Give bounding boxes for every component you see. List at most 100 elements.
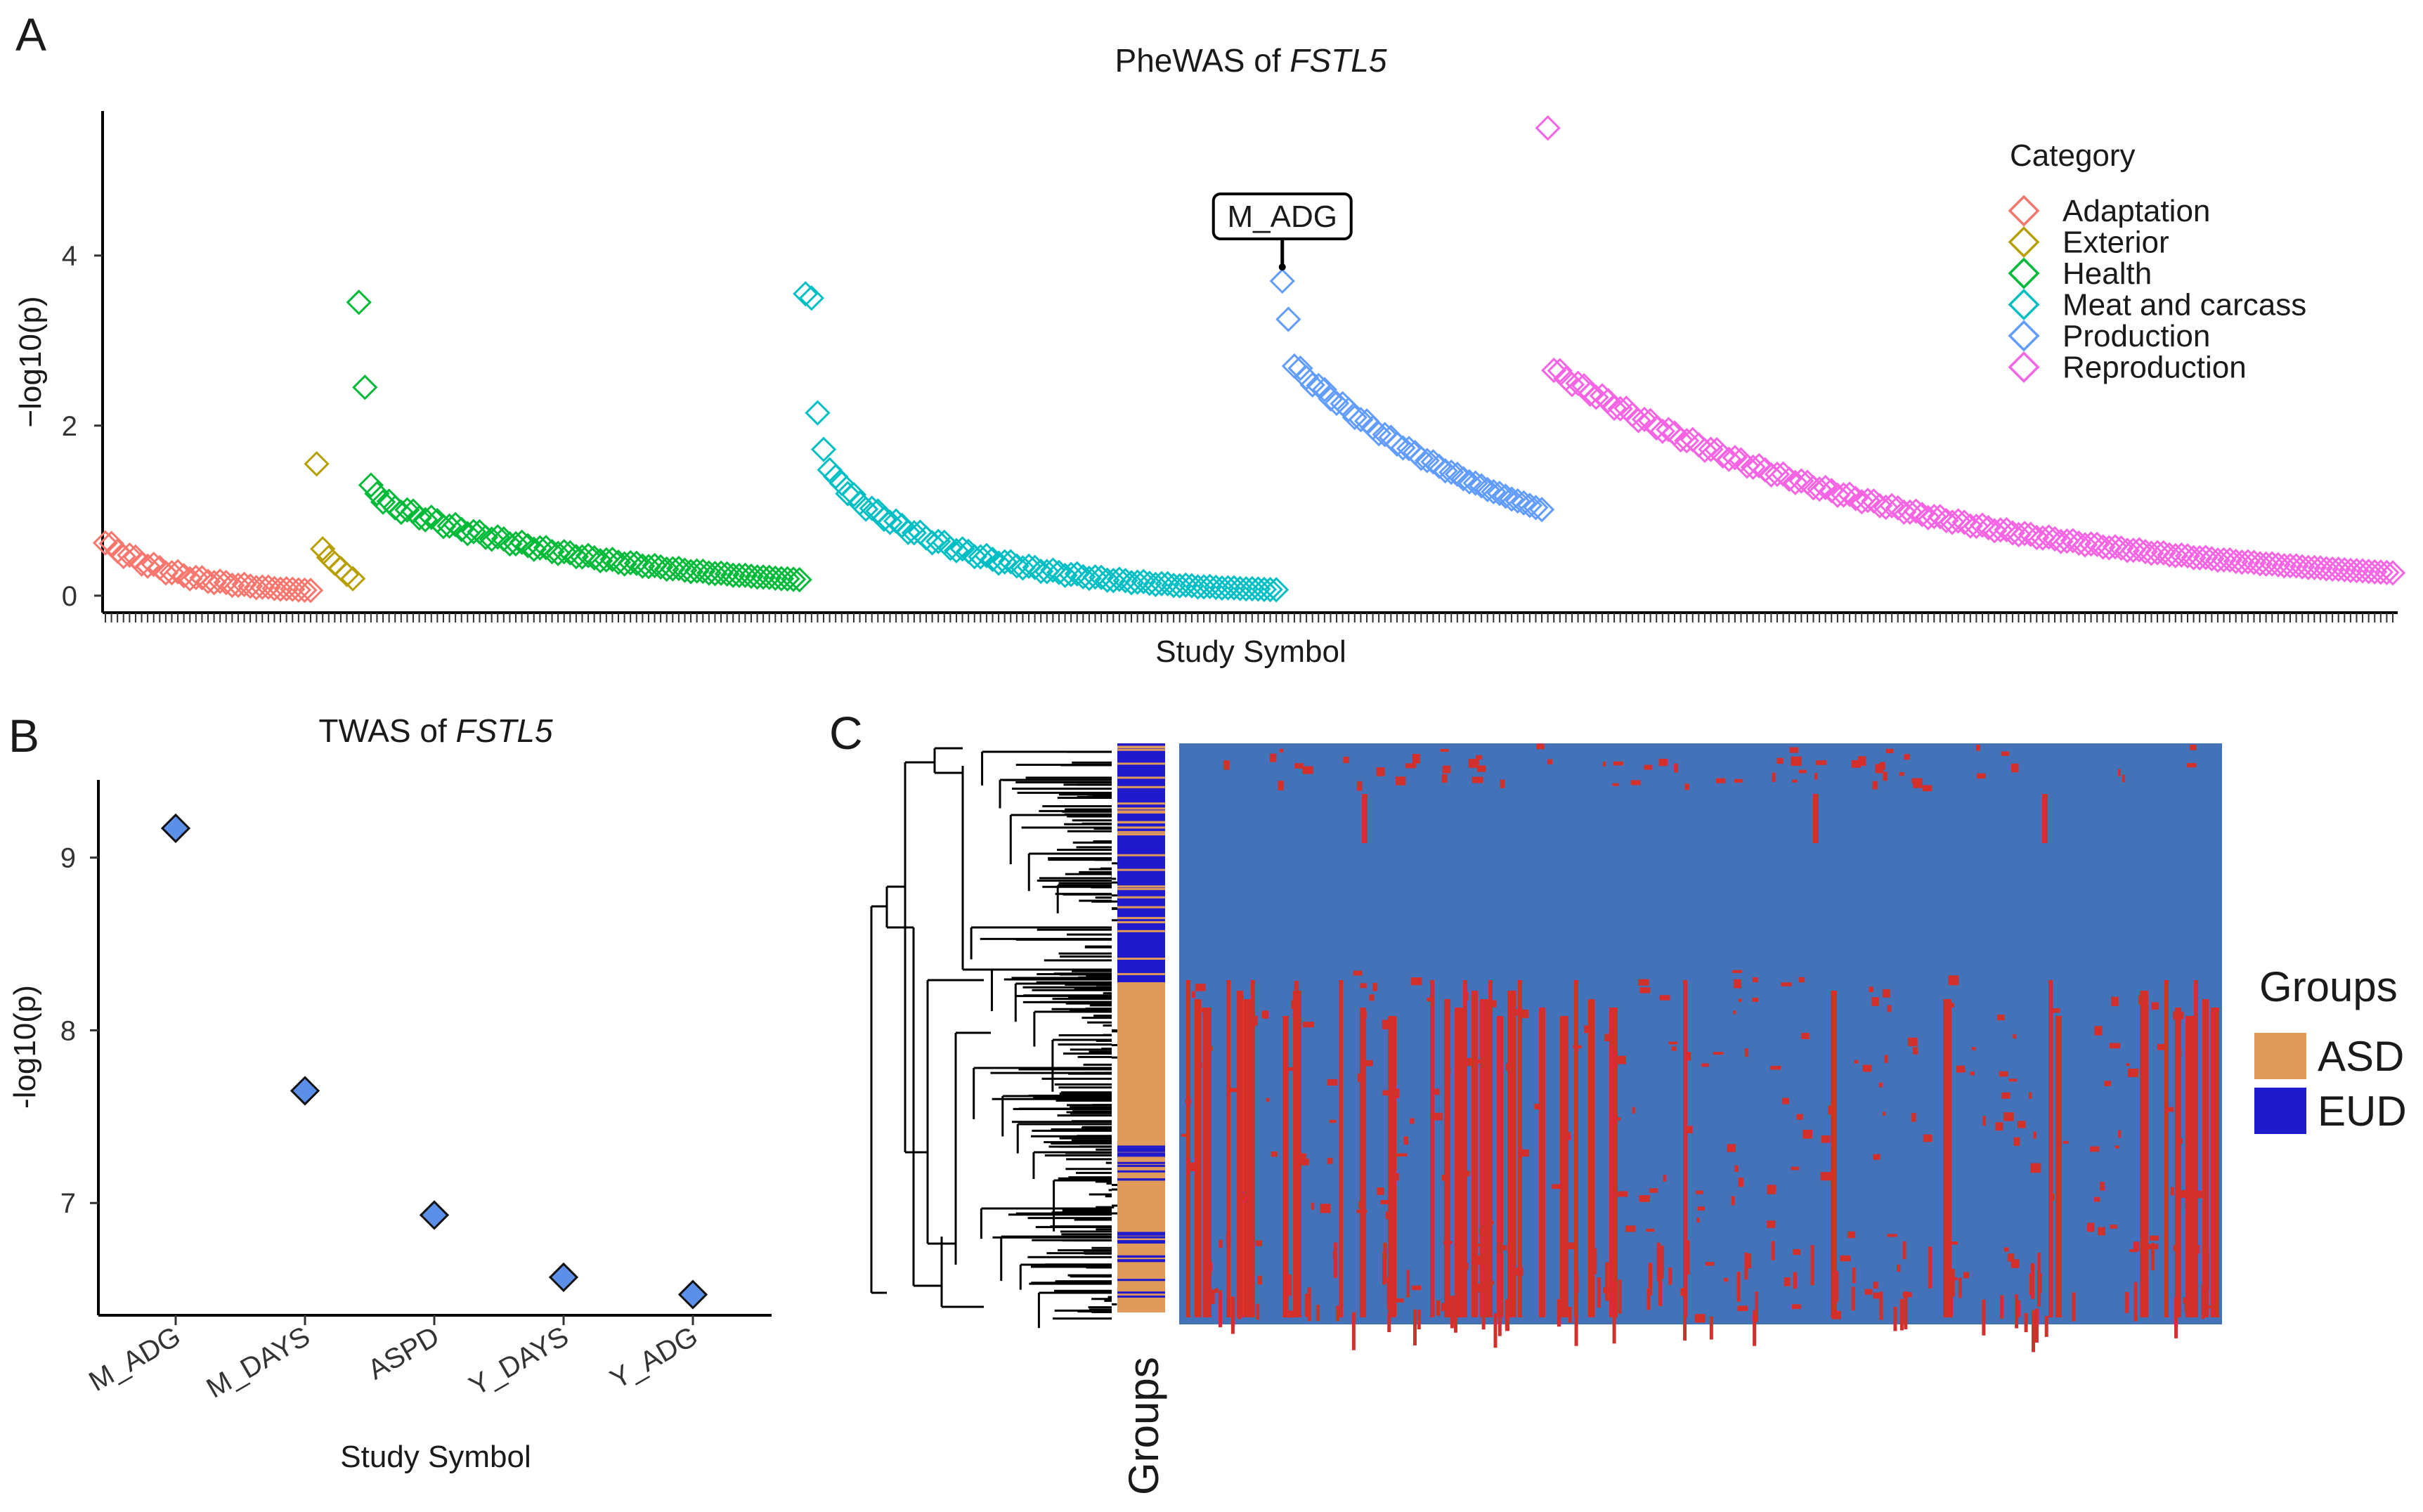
heatmap-variant-cell (1514, 1267, 1524, 1276)
heatmap-variant-cell (2126, 1063, 2130, 1067)
heatmap-variant-cell (1847, 1231, 1856, 1239)
group-bar-stripe-asd (1117, 810, 1165, 813)
heatmap-variant-cell (1396, 1298, 1404, 1303)
twas-point-y-adg (677, 1279, 708, 1310)
phewas-point-reproduction (2289, 554, 2315, 580)
phewas-point-reproduction (2072, 532, 2098, 558)
group-bar-stripe-asd (1117, 746, 1165, 749)
phewas-point-health (394, 497, 420, 523)
heatmap-variant-column (1360, 1008, 1366, 1317)
twas-y-tick-label: 9 (60, 843, 76, 874)
heatmap-variant-cell (1335, 1305, 1339, 1322)
phewas-point-reproduction (2204, 547, 2231, 573)
twas-point-m-days (290, 1076, 320, 1106)
phewas-y-tick-label: 2 (62, 411, 77, 442)
heatmap-variant-cell (1447, 1069, 1451, 1074)
heatmap-variant-cell (2032, 1310, 2036, 1353)
heatmap-variant-cell (1427, 997, 1431, 1002)
heatmap-variant-cell (1382, 1090, 1394, 1096)
heatmap-variant-cell (1329, 1119, 1337, 1123)
heatmap-variant-cell (1475, 755, 1482, 760)
phewas-point-health (660, 556, 686, 582)
heatmap-variant-cell (1302, 766, 1313, 774)
heatmap-variant-cell (1684, 783, 1689, 790)
heatmap-variant-cell (2003, 1247, 2009, 1252)
heatmap-variant-column (2055, 1016, 2062, 1317)
heatmap-variant-cell (1878, 1082, 1883, 1088)
phewas-point-production (1462, 470, 1488, 496)
heatmap-variant-cell (1732, 970, 1743, 973)
heatmap-variant-cell (1519, 1149, 1530, 1157)
heatmap-variant-cell (1723, 1277, 1729, 1282)
heatmap-variant-column (2140, 991, 2148, 1317)
phewas-point-health (533, 535, 559, 561)
phewas-point-health (575, 542, 602, 568)
group-bar-stripe-eud (1117, 1255, 1165, 1258)
heatmap-variant-cell (1748, 1253, 1752, 1269)
group-bar-stripe-asd (1117, 830, 1165, 833)
heatmap-variant-cell (1738, 1178, 1743, 1187)
heatmap-variant-cell (1767, 1220, 1776, 1228)
phewas-point-meat-and-carcass (1239, 575, 1265, 602)
heatmap-variant-cell (1257, 1275, 1263, 1285)
heatmap-variant-cell (1996, 1015, 2005, 1021)
panel-letter-a: A (15, 8, 46, 60)
heatmap-variant-cell (2178, 1190, 2188, 1198)
heatmap-variant-cell (1694, 1314, 1706, 1323)
heatmap-variant-cell (1744, 1252, 1748, 1280)
heatmap-variant-column (1497, 1016, 1503, 1317)
phewas-point-reproduction (2090, 534, 2116, 560)
heatmap-variant-cell (1674, 763, 1678, 773)
phewas-point-reproduction (1782, 469, 1808, 495)
group-bar-stripe-eud (1117, 1279, 1165, 1282)
heatmap-variant-cell (1191, 991, 1195, 998)
phewas-point-reproduction (2356, 559, 2382, 585)
phewas-point-meat-and-carcass (1003, 553, 1029, 579)
phewas-y-tick-label: 4 (62, 241, 77, 272)
panel-b-twas: B TWAS of FSTL5 7 8 9 M_ADG M_DAYS ASPD Y_DAY… (8, 710, 772, 1474)
heatmap-variant-cell (2173, 1245, 2180, 1251)
heatmap-variant-cell (1411, 1285, 1422, 1291)
phewas-point-reproduction (2199, 546, 2225, 572)
twas-x-tick-label-y-adg: Y_ADG (605, 1321, 703, 1395)
heatmap-variant-cell (1791, 779, 1798, 783)
heatmap-variant-cell (2017, 1121, 2026, 1128)
phewas-point-meat-and-carcass (1185, 574, 1211, 600)
heatmap-variant-cell (2011, 763, 2019, 773)
heatmap-variant-cell (1395, 776, 1406, 786)
heatmap-variant-column (1226, 980, 1230, 1317)
phewas-point-reproduction (1854, 488, 1880, 514)
phewas-point-adaptation (195, 568, 221, 594)
heatmap-variant-cell (1752, 997, 1759, 1002)
heatmap-variant-cell (1356, 781, 1363, 791)
groups-legend-label-eud: EUD (2318, 1088, 2407, 1135)
phewas-points (92, 115, 2406, 604)
heatmap-variant-cell (1303, 1022, 1314, 1028)
heatmap-variant-cell (2024, 1312, 2028, 1333)
heatmap-variant-cell (1875, 764, 1884, 774)
group-bar-stripe-asd (1117, 868, 1165, 871)
heatmap-variant-cell (2140, 1068, 2146, 1072)
phewas-point-production (1275, 306, 1301, 332)
phewas-point-reproduction (1746, 452, 1772, 479)
phewas-point-production (1486, 481, 1513, 507)
heatmap-variant-cell (1481, 1288, 1486, 1330)
heatmap-variant-cell (1869, 986, 1873, 993)
heatmap-variant-cell (1496, 1245, 1507, 1251)
heatmap-variant-cell (1552, 1184, 1563, 1190)
group-bar-stripe-asd (1117, 811, 1165, 814)
heatmap-variant-cell (1789, 747, 1798, 753)
heatmap-variant-column (1539, 1008, 1545, 1317)
heatmap-variant-cell (2000, 1295, 2004, 1319)
heatmap-variant-cell (1831, 1306, 1837, 1313)
phewas-point-reproduction (2229, 549, 2255, 575)
heatmap-variant-cell (1226, 1234, 1231, 1244)
heatmap-variant-cell (1799, 769, 1807, 774)
heatmap-variant-cell (1405, 763, 1417, 769)
heatmap-variant-column (2042, 794, 2048, 843)
heatmap-variant-cell (1883, 1112, 1886, 1116)
group-bar-stripe-eud (1117, 1178, 1165, 1181)
group-bar-stripe-asd (1117, 887, 1165, 890)
group-bar-stripe-eud (1117, 1240, 1165, 1243)
phewas-point-reproduction (1758, 462, 1784, 488)
